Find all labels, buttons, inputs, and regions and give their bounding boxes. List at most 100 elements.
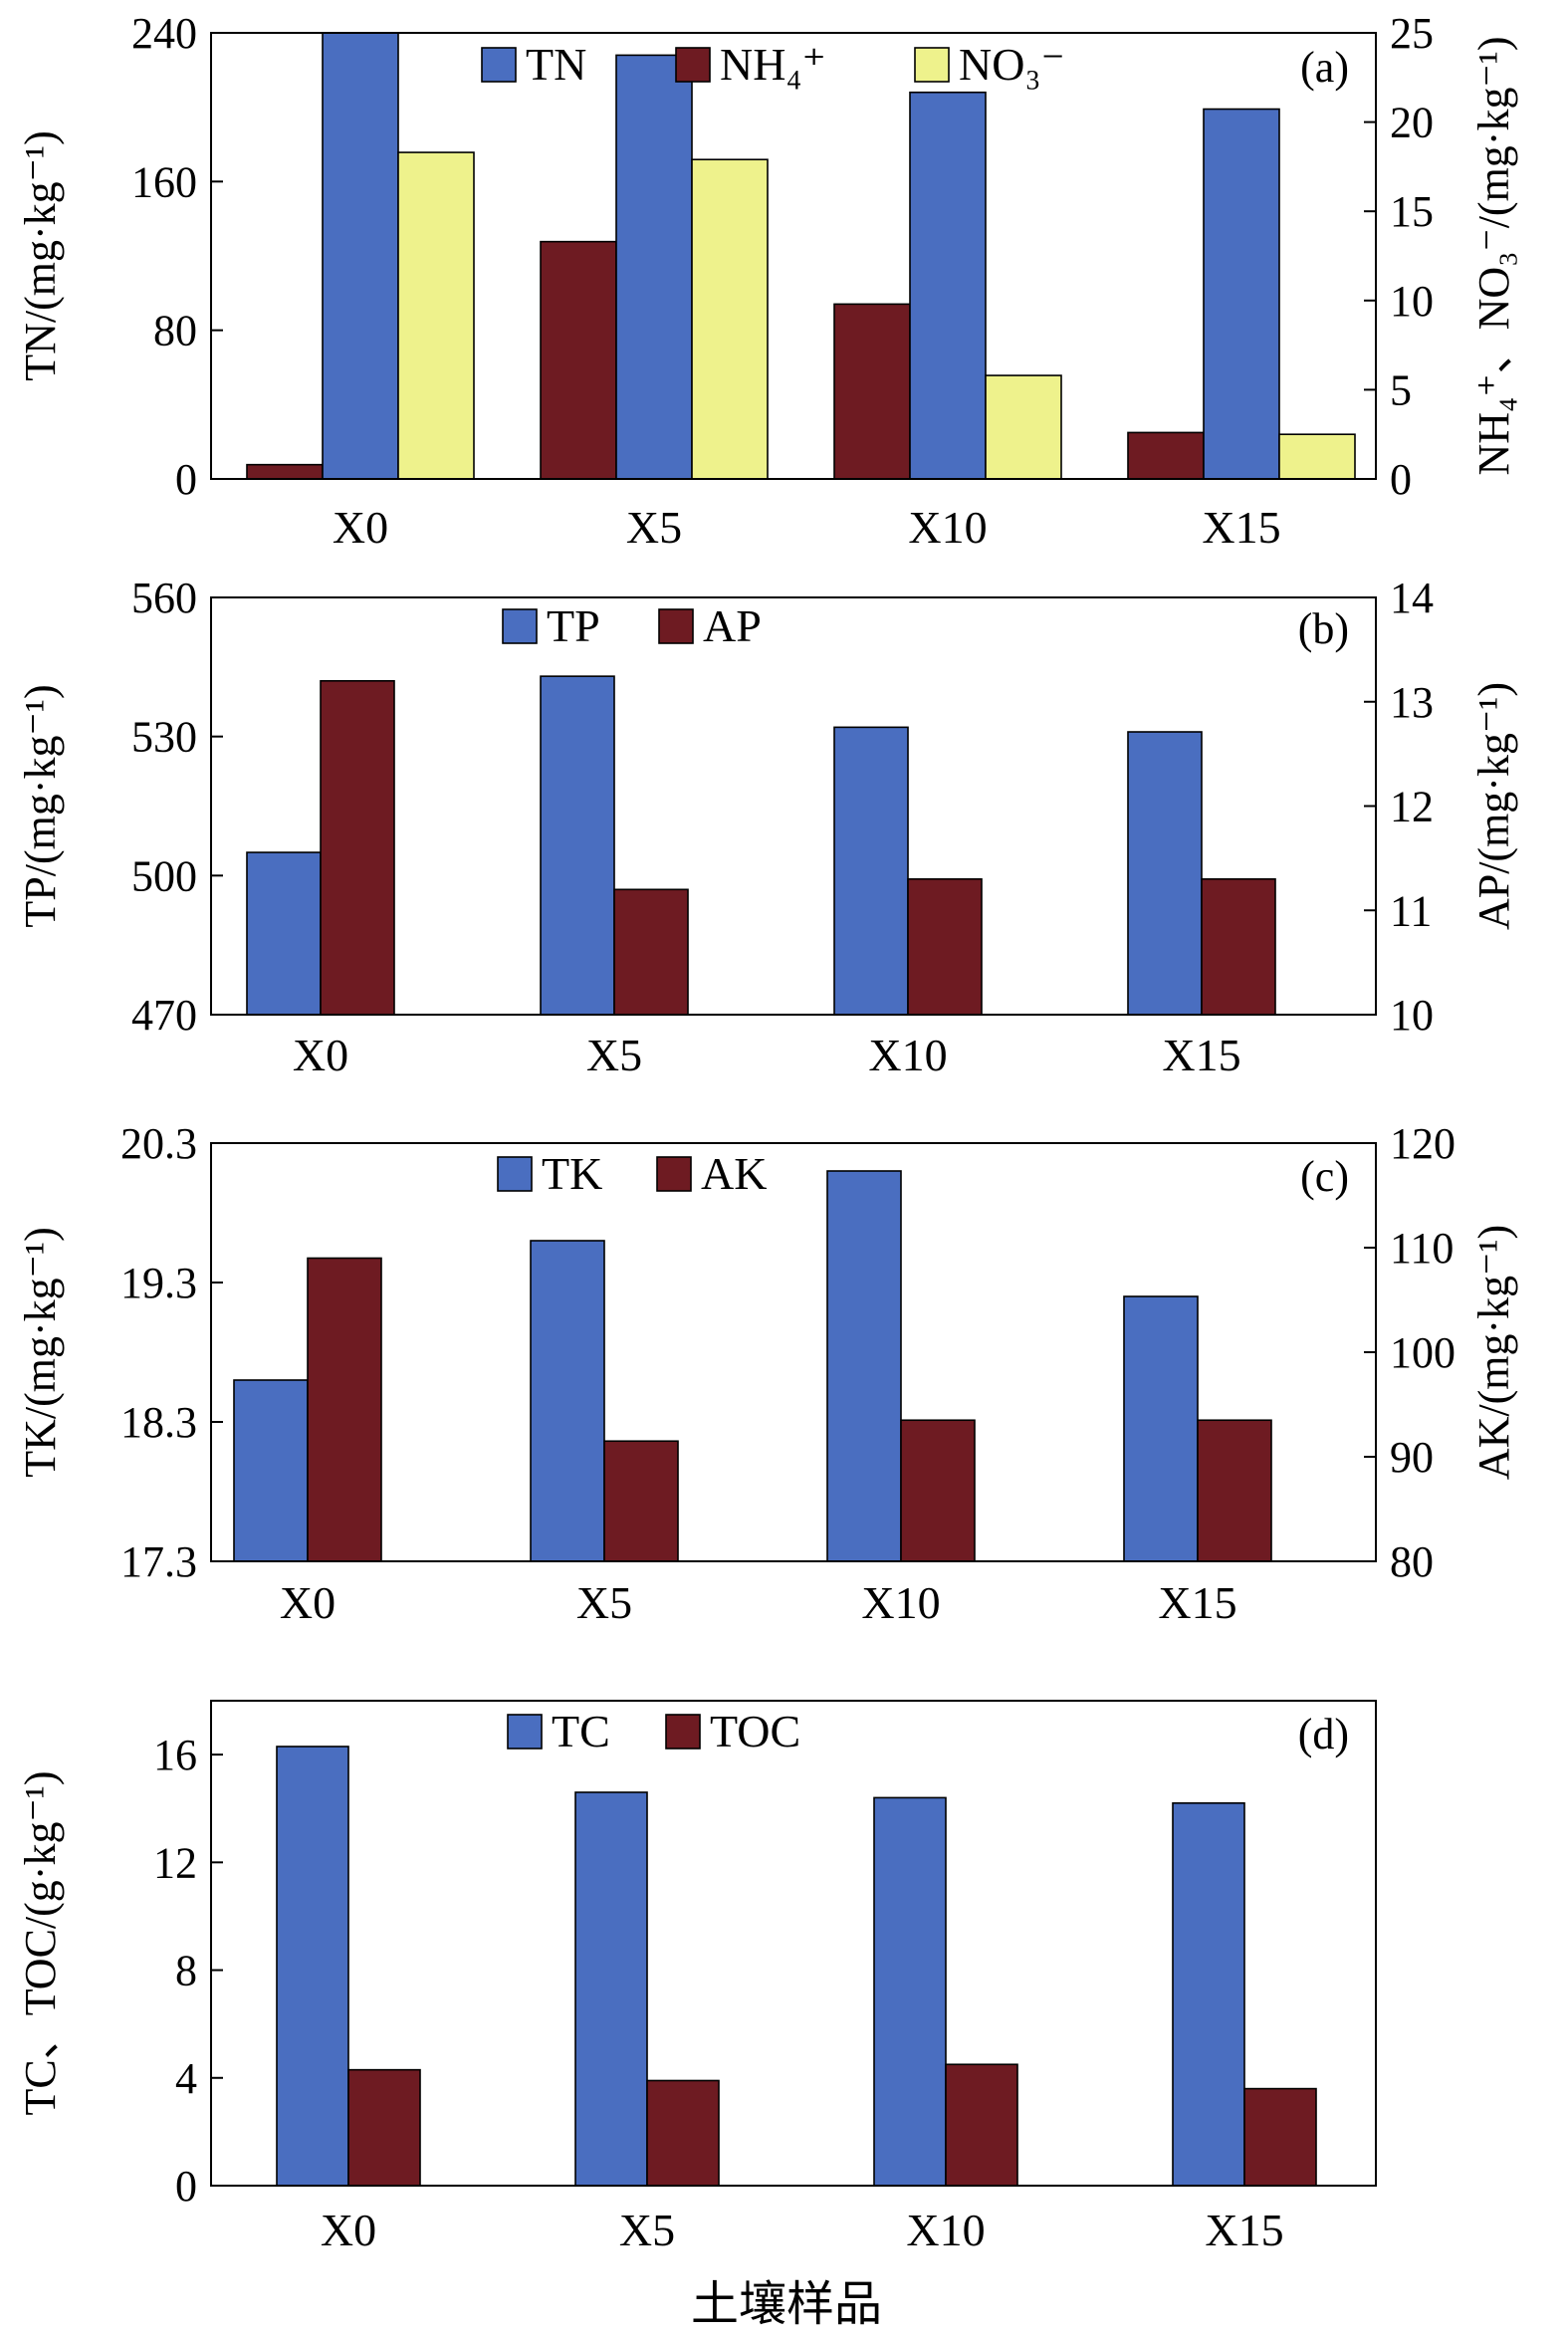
x-tick-label: X0 — [293, 1030, 348, 1080]
legend-label: NO₃⁻ — [959, 39, 1065, 90]
legend-swatch — [658, 608, 694, 644]
y-tick-label-left: 20.3 — [120, 1119, 197, 1168]
bar-tc-x10 — [873, 1796, 947, 2187]
y-axis-title-right: AP/(mg·kg⁻¹) — [1469, 682, 1518, 930]
legend-label: TK — [542, 1148, 602, 1199]
y-tick-label-right: 13 — [1390, 678, 1434, 727]
plot-frame — [210, 32, 1377, 480]
bar-tk-x15 — [1123, 1295, 1199, 1562]
panel-2: X0 X5 X10 X15 470 500 530 560 10 11 12 13 14 TP/(mg·k… — [16, 574, 1518, 1080]
y-tick-label-right: 14 — [1390, 574, 1434, 622]
panel-tag: (d) — [1298, 1710, 1349, 1758]
bar-tn-x5 — [615, 54, 693, 480]
legend-label: NH₄⁺ — [720, 39, 826, 90]
bar-ap-x10 — [907, 878, 983, 1016]
y-tick-label-right: 10 — [1390, 277, 1434, 326]
bar-no-x5 — [691, 158, 769, 480]
bar-toc-x15 — [1243, 2087, 1317, 2187]
plot-frame — [210, 1700, 1377, 2187]
y-axis-title-left: TC、TOC/(g·kg⁻¹) — [16, 1770, 65, 2115]
bar-nh-x5 — [540, 240, 617, 480]
figure-x-title: 土壤样品 — [691, 2278, 882, 2331]
x-tick-label: X15 — [1205, 2205, 1283, 2255]
x-tick-label: X15 — [1202, 502, 1280, 553]
bar-no-x15 — [1278, 433, 1356, 480]
y-tick-label-left: 470 — [131, 991, 197, 1040]
bar-ak-x5 — [603, 1440, 679, 1562]
bar-nh-x10 — [833, 303, 911, 480]
panel-4: X0 X5 X10 X15 0 4 8 12 16 TC、TOC/(g·kg⁻¹) TC TOC (d) — [16, 1700, 1377, 2255]
legend-swatch — [497, 1156, 533, 1192]
legend-swatch — [675, 47, 711, 83]
y-tick-label-left: 4 — [175, 2054, 197, 2103]
y-tick-label-right: 120 — [1390, 1119, 1456, 1168]
y-axis-title-right: NH₄⁺、NO₃⁻/(mg·kg⁻¹) — [1469, 36, 1518, 475]
x-tick-label: X5 — [586, 1030, 642, 1080]
x-tick-label: X5 — [576, 1577, 632, 1628]
legend-label: TP — [547, 600, 600, 651]
bar-nh-x15 — [1127, 431, 1205, 480]
bar-nh-x0 — [246, 463, 324, 480]
y-tick-label-right: 110 — [1390, 1224, 1454, 1273]
y-tick-label-right: 11 — [1390, 886, 1432, 935]
panel-3: X0 X5 X10 X15 17.3 18.3 19.3 20.3 80 90 100 110 120 T… — [16, 1119, 1518, 1628]
y-tick-label-right: 0 — [1390, 455, 1412, 504]
y-tick-label-right: 15 — [1390, 187, 1434, 236]
y-tick-label-right: 10 — [1390, 991, 1434, 1040]
bar-tk-x0 — [233, 1379, 309, 1562]
y-tick-label-right: 5 — [1390, 365, 1412, 414]
y-tick-label-left: 80 — [153, 307, 197, 355]
x-tick-label: X10 — [861, 1577, 940, 1628]
y-tick-label-left: 17.3 — [120, 1537, 197, 1586]
panel-1: X0 X5 X10 X15 0 80 160 240 0 5 10 15 20 25 TN/(mg·kg⁻¹… — [16, 9, 1518, 553]
x-tick-label: X0 — [333, 502, 388, 553]
y-tick-label-left: 12 — [153, 1838, 197, 1887]
x-tick-label: X5 — [626, 502, 682, 553]
bar-toc-x10 — [945, 2063, 1018, 2187]
bar-no-x10 — [985, 374, 1062, 480]
legend-label: AK — [701, 1148, 767, 1199]
y-tick-label-left: 160 — [131, 157, 197, 206]
y-tick-label-left: 8 — [175, 1947, 197, 1995]
bar-tc-x0 — [276, 1746, 349, 2187]
x-tick-label: X0 — [321, 2205, 376, 2255]
legend-swatch — [656, 1156, 692, 1192]
legend-label: TOC — [710, 1706, 800, 1756]
legend-label: AP — [703, 600, 762, 651]
y-tick-label-right: 25 — [1390, 9, 1434, 58]
x-tick-label: X15 — [1158, 1577, 1236, 1628]
bar-ap-x5 — [613, 888, 689, 1016]
bar-tn-x10 — [909, 91, 987, 480]
y-axis-title-left: TN/(mg·kg⁻¹) — [16, 130, 65, 380]
bar-tp-x15 — [1127, 731, 1203, 1016]
bar-tc-x15 — [1172, 1802, 1245, 2187]
bar-ak-x15 — [1197, 1419, 1272, 1562]
x-tick-label: X0 — [280, 1577, 336, 1628]
bar-tn-x0 — [322, 32, 399, 480]
y-tick-label-left: 530 — [131, 713, 197, 762]
y-tick-label-right: 100 — [1390, 1328, 1456, 1377]
legend-label: TC — [552, 1706, 610, 1756]
bar-tk-x5 — [530, 1240, 605, 1562]
y-tick-label-right: 20 — [1390, 99, 1434, 147]
y-tick-label-right: 80 — [1390, 1537, 1434, 1586]
bar-ap-x0 — [320, 679, 395, 1016]
panel-tag: (a) — [1300, 43, 1349, 92]
legend-label: TN — [526, 39, 586, 90]
y-tick-label-left: 19.3 — [120, 1259, 197, 1307]
bar-tp-x10 — [833, 726, 909, 1016]
x-tick-label: X15 — [1162, 1030, 1240, 1080]
legend-swatch — [914, 47, 950, 83]
panel-tag: (c) — [1300, 1152, 1349, 1201]
bar-toc-x5 — [646, 2079, 720, 2187]
bar-tn-x15 — [1203, 108, 1280, 480]
legend-swatch — [507, 1714, 543, 1750]
y-tick-label-right: 90 — [1390, 1433, 1434, 1482]
bar-ak-x0 — [307, 1257, 382, 1562]
bar-ak-x10 — [900, 1419, 976, 1562]
y-tick-label-left: 240 — [131, 9, 197, 58]
y-axis-title-left: TK/(mg·kg⁻¹) — [16, 1227, 65, 1477]
legend-swatch — [665, 1714, 701, 1750]
bar-no-x0 — [397, 151, 475, 480]
